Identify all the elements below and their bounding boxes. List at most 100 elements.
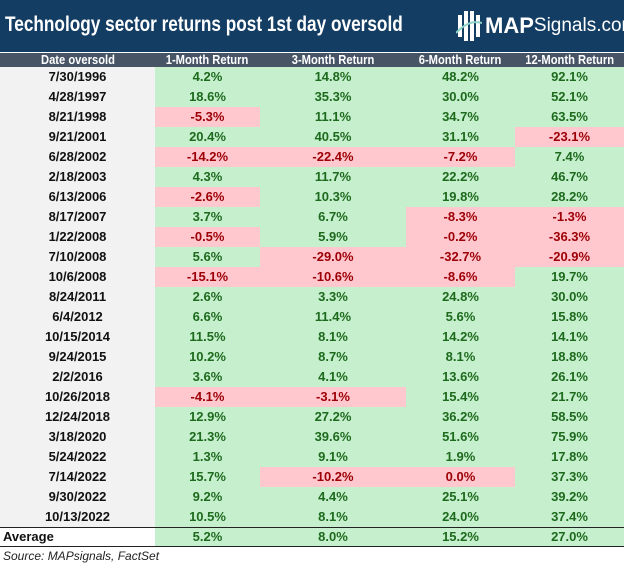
table-row: 7/14/2022 15.7% -10.2% 0.0% 37.3% (0, 467, 624, 487)
column-header-label: 6-Month Return (419, 53, 502, 67)
return-cell: -4.1% (155, 387, 260, 407)
return-cell: 14.8% (260, 67, 406, 87)
logo-mark-icon (456, 11, 482, 41)
date-cell: 9/30/2022 (0, 487, 155, 507)
return-cell: 37.4% (515, 507, 624, 528)
table-row: 5/24/2022 1.3% 9.1% 1.9% 17.8% (0, 447, 624, 467)
table-row: 9/24/2015 10.2% 8.7% 8.1% 18.8% (0, 347, 624, 367)
table-row: 10/26/2018 -4.1% -3.1% 15.4% 21.7% (0, 387, 624, 407)
table-row: 8/21/1998 -5.3% 11.1% 34.7% 63.5% (0, 107, 624, 127)
return-cell: 27.0% (515, 527, 624, 547)
date-cell: 10/6/2008 (0, 267, 155, 287)
return-cell: 8.1% (406, 347, 515, 367)
date-cell: 9/21/2001 (0, 127, 155, 147)
return-cell: 7.4% (515, 147, 624, 167)
column-header: 3-Month Return (260, 53, 406, 67)
return-cell: 5.9% (260, 227, 406, 247)
date-cell: 10/26/2018 (0, 387, 155, 407)
table-row: 4/28/1997 18.6% 35.3% 30.0% 52.1% (0, 87, 624, 107)
average-label: Average (0, 527, 155, 547)
return-cell: -15.1% (155, 267, 260, 287)
return-cell: 9.2% (155, 487, 260, 507)
return-cell: 52.1% (515, 87, 624, 107)
return-cell: 14.1% (515, 327, 624, 347)
return-cell: 26.1% (515, 367, 624, 387)
return-cell: 19.8% (406, 187, 515, 207)
column-header: 1-Month Return (155, 53, 260, 67)
return-cell: 18.8% (515, 347, 624, 367)
return-cell: 15.4% (406, 387, 515, 407)
return-cell: 19.7% (515, 267, 624, 287)
return-cell: 25.1% (406, 487, 515, 507)
return-cell: 0.0% (406, 467, 515, 487)
return-cell: 10.3% (260, 187, 406, 207)
return-cell: 58.5% (515, 407, 624, 427)
table-row: 10/13/2022 10.5% 8.1% 24.0% 37.4% (0, 507, 624, 528)
return-cell: -23.1% (515, 127, 624, 147)
return-cell: 22.2% (406, 167, 515, 187)
return-cell: 6.7% (260, 207, 406, 227)
return-cell: 21.7% (515, 387, 624, 407)
return-cell: 37.3% (515, 467, 624, 487)
return-cell: 15.2% (406, 527, 515, 547)
date-cell: 7/10/2008 (0, 247, 155, 267)
date-cell: 12/24/2018 (0, 407, 155, 427)
return-cell: 63.5% (515, 107, 624, 127)
title-bar: Technology sector returns post 1st day o… (0, 0, 624, 52)
return-cell: 9.1% (260, 447, 406, 467)
source-note: Source: MAPsignals, FactSet (3, 549, 160, 563)
table-row: 9/30/2022 9.2% 4.4% 25.1% 39.2% (0, 487, 624, 507)
table-row: 6/13/2006 -2.6% 10.3% 19.8% 28.2% (0, 187, 624, 207)
date-cell: 9/24/2015 (0, 347, 155, 367)
return-cell: 5.6% (406, 307, 515, 327)
return-cell: -0.2% (406, 227, 515, 247)
return-cell: 11.7% (260, 167, 406, 187)
table-row: 7/10/2008 5.6% -29.0% -32.7% -20.9% (0, 247, 624, 267)
average-row: Average 5.2% 8.0% 15.2% 27.0% (0, 527, 624, 547)
table-row: 2/18/2003 4.3% 11.7% 22.2% 46.7% (0, 167, 624, 187)
date-cell: 7/14/2022 (0, 467, 155, 487)
date-cell: 2/18/2003 (0, 167, 155, 187)
return-cell: -29.0% (260, 247, 406, 267)
date-cell: 1/22/2008 (0, 227, 155, 247)
return-cell: 20.4% (155, 127, 260, 147)
date-cell: 5/24/2022 (0, 447, 155, 467)
return-cell: 13.6% (406, 367, 515, 387)
return-cell: 2.6% (155, 287, 260, 307)
return-cell: 8.1% (260, 327, 406, 347)
return-cell: -2.6% (155, 187, 260, 207)
return-cell: 11.1% (260, 107, 406, 127)
column-header: Date oversold (0, 53, 155, 67)
return-cell: 6.6% (155, 307, 260, 327)
table-row: 8/17/2007 3.7% 6.7% -8.3% -1.3% (0, 207, 624, 227)
table-row: 7/30/1996 4.2% 14.8% 48.2% 92.1% (0, 67, 624, 87)
logo-text-bold: MAP (485, 13, 534, 38)
return-cell: 15.7% (155, 467, 260, 487)
column-header-label: 12-Month Return (525, 53, 614, 67)
return-cell: 34.7% (406, 107, 515, 127)
return-cell: 1.3% (155, 447, 260, 467)
return-cell: 3.7% (155, 207, 260, 227)
table-row: 3/18/2020 21.3% 39.6% 51.6% 75.9% (0, 427, 624, 447)
return-cell: -8.3% (406, 207, 515, 227)
table-row: 12/24/2018 12.9% 27.2% 36.2% 58.5% (0, 407, 624, 427)
return-cell: 35.3% (260, 87, 406, 107)
return-cell: 8.1% (260, 507, 406, 528)
column-header-label: 1-Month Return (166, 53, 249, 67)
return-cell: -5.3% (155, 107, 260, 127)
return-cell: 30.0% (515, 287, 624, 307)
date-cell: 6/28/2002 (0, 147, 155, 167)
table-row: 6/4/2012 6.6% 11.4% 5.6% 15.8% (0, 307, 624, 327)
date-cell: 8/24/2011 (0, 287, 155, 307)
return-cell: 5.2% (155, 527, 260, 547)
return-cell: 1.9% (406, 447, 515, 467)
return-cell: -10.6% (260, 267, 406, 287)
returns-table: Date oversold 1-Month Return 3-Month Retur… (0, 53, 624, 547)
return-cell: 39.2% (515, 487, 624, 507)
return-cell: 5.6% (155, 247, 260, 267)
column-header-label: Date oversold (40, 53, 115, 67)
return-cell: -10.2% (260, 467, 406, 487)
return-cell: 11.4% (260, 307, 406, 327)
return-cell: 28.2% (515, 187, 624, 207)
